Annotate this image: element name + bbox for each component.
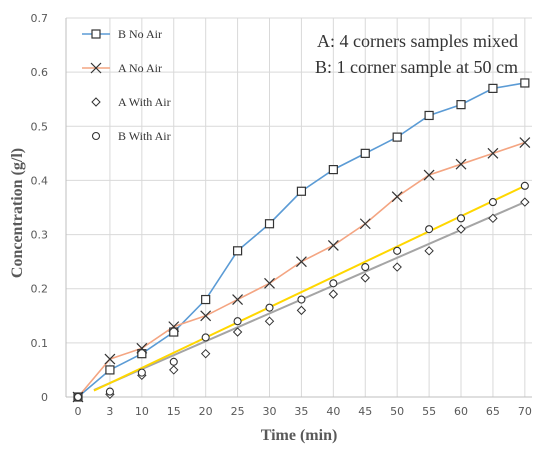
data-point-2-11 — [424, 246, 434, 256]
y-tick-label: 0.5 — [31, 120, 49, 133]
series-layer — [72, 78, 531, 403]
data-point-3-3 — [169, 357, 178, 366]
y-tick-label: 0.3 — [31, 229, 49, 242]
x-tick-label: 70 — [518, 405, 532, 418]
data-point-0-3 — [169, 327, 179, 337]
x-tick-label: 35 — [294, 405, 308, 418]
x-tick-label: 60 — [454, 405, 468, 418]
x-tick-label: 15 — [167, 405, 181, 418]
data-point-0-2 — [137, 349, 147, 359]
data-point-0-10 — [392, 132, 402, 142]
data-point-1-14 — [519, 137, 531, 148]
legend-marker-3 — [91, 131, 101, 141]
data-point-0-9 — [360, 148, 370, 158]
x-tick-label: 10 — [135, 405, 149, 418]
data-point-2-9 — [360, 273, 370, 283]
data-point-2-10 — [392, 262, 402, 272]
data-point-3-10 — [393, 246, 402, 255]
data-point-0-7 — [296, 186, 307, 196]
legend-label-3: B With Air — [118, 129, 171, 143]
data-point-3-7 — [297, 295, 306, 304]
data-point-0-12 — [456, 100, 466, 110]
plot-area — [66, 18, 532, 397]
data-point-1-4 — [200, 310, 212, 322]
trendline-3 — [93, 184, 526, 392]
trendline-2 — [93, 201, 526, 391]
data-point-0-5 — [232, 246, 243, 256]
data-point-2-13 — [488, 213, 498, 224]
data-point-3-13 — [488, 198, 497, 207]
data-point-0-6 — [264, 219, 275, 229]
data-point-0-13 — [488, 83, 498, 93]
y-tick-label: 0 — [41, 391, 48, 404]
data-point-1-3 — [168, 321, 180, 333]
legend: B No Air A No Air A With Air B With Air — [82, 27, 171, 143]
annotation-line-2: B: 1 corner sample at 50 cm — [315, 57, 518, 77]
x-tick-label: 25 — [231, 405, 245, 418]
legend-label-2: A With Air — [118, 95, 171, 109]
x-tick-label: 50 — [390, 405, 404, 418]
data-point-2-12 — [456, 224, 466, 234]
legend-marker-0 — [91, 29, 101, 39]
data-point-2-3 — [169, 365, 179, 375]
x-tick-label: 45 — [358, 405, 372, 418]
y-tick-label: 0.1 — [31, 337, 49, 350]
x-tick-label: 55 — [422, 405, 436, 418]
data-point-0-1 — [105, 365, 115, 375]
data-point-1-7 — [296, 256, 307, 268]
data-point-3-12 — [456, 214, 466, 223]
data-point-3-0 — [73, 392, 83, 402]
data-point-1-5 — [232, 294, 244, 305]
data-point-1-2 — [136, 342, 148, 354]
x-tick-label: 3 — [106, 405, 113, 418]
legend-label-0: B No Air — [118, 27, 162, 41]
data-point-2-8 — [328, 289, 339, 299]
data-point-3-1 — [105, 387, 114, 396]
x-axis-title: Time (min) — [261, 427, 338, 444]
axes: 0 0.1 0.2 0.3 0.4 0.5 0.6 0.7 0 3 10 15 20 25 30 35 40 45… — [31, 12, 532, 418]
annotation-line-1: A: 4 corners samples mixed — [317, 31, 518, 51]
data-point-3-11 — [425, 225, 434, 234]
x-tick-label: 20 — [199, 405, 213, 418]
data-point-1-12 — [455, 158, 467, 170]
data-point-2-5 — [232, 327, 243, 337]
legend-label-1: A No Air — [118, 61, 162, 75]
data-point-3-6 — [265, 303, 274, 312]
data-point-2-7 — [296, 305, 307, 316]
data-point-2-14 — [520, 197, 530, 207]
data-point-3-5 — [233, 317, 242, 326]
data-point-1-11 — [423, 169, 435, 181]
data-point-1-10 — [391, 191, 403, 203]
data-point-1-8 — [327, 239, 339, 251]
y-tick-label: 0.6 — [31, 66, 49, 79]
data-point-2-6 — [264, 316, 275, 326]
data-point-3-2 — [137, 368, 146, 377]
data-point-2-4 — [200, 348, 211, 359]
legend-marker-1 — [90, 62, 102, 74]
x-tick-label: 30 — [263, 405, 277, 418]
data-point-1-13 — [487, 147, 499, 159]
data-point-0-14 — [520, 78, 530, 88]
data-point-1-1 — [104, 353, 116, 365]
legend-marker-2 — [91, 97, 101, 107]
data-point-0-4 — [201, 294, 211, 305]
y-tick-label: 0.7 — [31, 12, 49, 25]
data-point-3-9 — [361, 263, 370, 272]
data-point-1-9 — [359, 218, 371, 230]
data-point-0-8 — [328, 165, 338, 175]
x-tick-label: 0 — [75, 405, 82, 418]
data-point-3-14 — [520, 181, 529, 190]
y-tick-label: 0.2 — [31, 283, 49, 296]
x-tick-label: 65 — [486, 405, 500, 418]
data-point-3-4 — [201, 333, 210, 342]
x-tick-label: 40 — [326, 405, 340, 418]
y-axis-title: Concentration (g/l) — [9, 148, 26, 278]
data-point-1-6 — [264, 277, 275, 289]
data-point-0-11 — [424, 110, 434, 121]
data-point-3-8 — [329, 279, 338, 288]
y-tick-label: 0.4 — [31, 174, 49, 187]
